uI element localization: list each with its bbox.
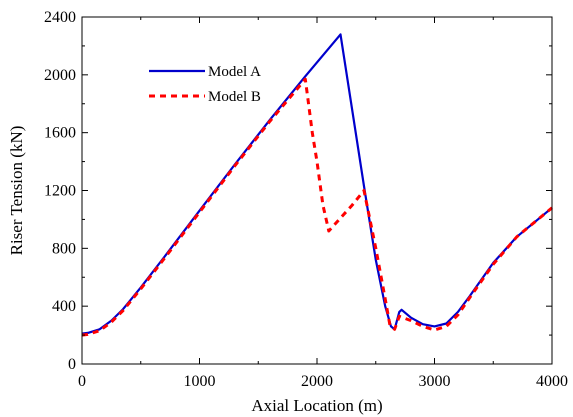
legend-label-model-b: Model B xyxy=(208,89,261,105)
x-tick-label: 1000 xyxy=(184,373,216,390)
x-tick-label: 2000 xyxy=(301,373,333,390)
x-tick-label: 3000 xyxy=(419,373,451,390)
x-tick-label: 0 xyxy=(78,373,86,390)
axis-ticks xyxy=(81,16,553,365)
series-line-model-a xyxy=(81,33,553,335)
series-line-model-b xyxy=(81,77,553,337)
plot-frame xyxy=(81,16,553,365)
legend-label-model-a: Model A xyxy=(208,64,261,80)
legend: Model A Model B xyxy=(149,64,261,105)
y-tick-label: 0 xyxy=(68,356,76,373)
x-axis-title: Axial Location (m) xyxy=(251,396,382,415)
plot-lines xyxy=(81,33,553,337)
y-tick-label: 1600 xyxy=(44,125,76,142)
y-tick-label: 800 xyxy=(52,240,76,257)
x-tick-label: 4000 xyxy=(536,373,568,390)
y-tick-label: 2000 xyxy=(44,67,76,84)
y-tick-label: 400 xyxy=(52,298,76,315)
y-tick-label: 1200 xyxy=(44,183,76,200)
y-axis-title: Riser Tension (kN) xyxy=(7,126,26,256)
tick-labels: 0 1000 2000 3000 4000 0 400 800 1200 1600 2000 2400 xyxy=(44,9,568,390)
y-tick-label: 2400 xyxy=(44,9,76,26)
